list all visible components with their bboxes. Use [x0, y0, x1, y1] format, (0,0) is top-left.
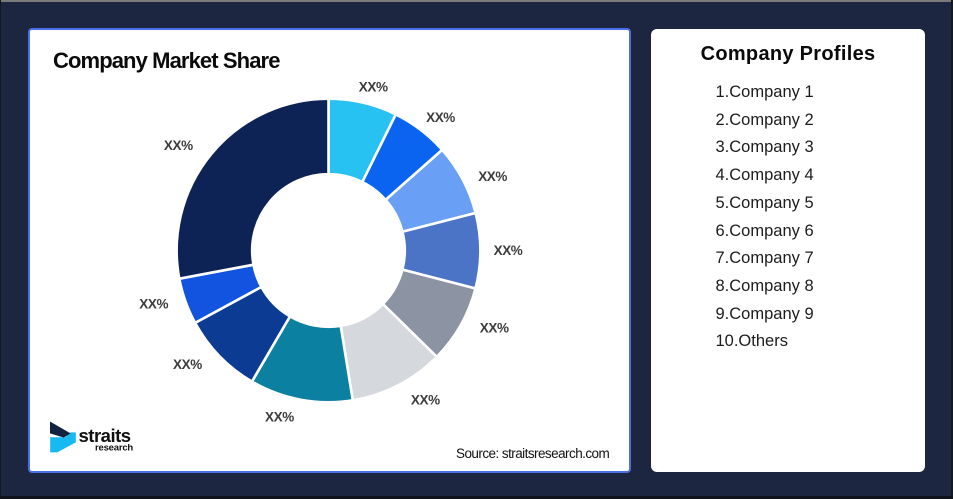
svg-text:XX%: XX% — [426, 110, 455, 125]
svg-text:XX%: XX% — [265, 409, 294, 424]
svg-text:XX%: XX% — [139, 296, 168, 311]
svg-text:XX%: XX% — [411, 393, 440, 408]
svg-text:straits: straits — [79, 425, 131, 446]
svg-text:research: research — [95, 443, 133, 454]
svg-text:XX%: XX% — [494, 243, 523, 258]
svg-text:XX%: XX% — [164, 138, 193, 153]
svg-text:XX%: XX% — [480, 320, 509, 335]
svg-text:XX%: XX% — [478, 169, 507, 184]
svg-text:XX%: XX% — [359, 79, 388, 94]
svg-text:XX%: XX% — [173, 357, 202, 372]
